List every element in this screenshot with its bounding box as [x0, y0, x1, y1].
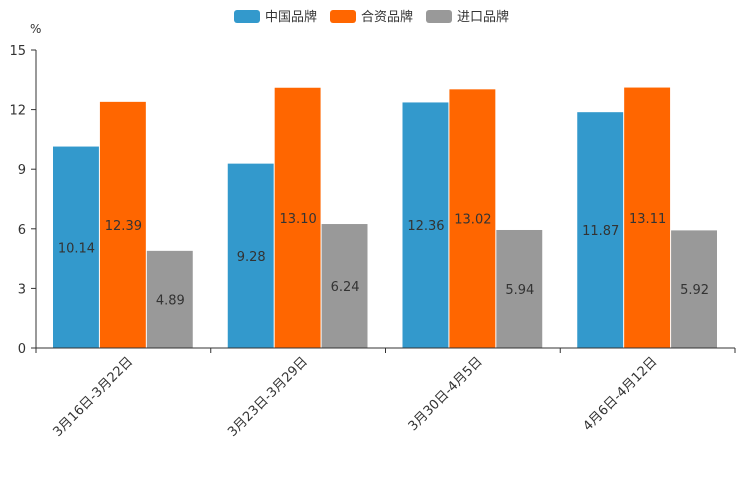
y-tick-label: 0: [18, 342, 26, 357]
y-tick-label: 15: [9, 44, 26, 59]
y-tick-label: 9: [18, 163, 26, 178]
bar-series-1-category-1: [274, 87, 321, 348]
y-tick-label: 12: [9, 104, 26, 119]
chart-legend: 中国品牌 合资品牌 进口品牌: [234, 9, 509, 25]
y-tick-label: 3: [18, 282, 26, 297]
x-axis: 3月16日-3月22日 3月23日-3月29日 3月30日-4月5日 4月6日-4月1…: [35, 347, 736, 440]
data-label: 5.92: [680, 283, 709, 298]
legend-label: 合资品牌: [361, 9, 413, 25]
data-label: 4.89: [156, 293, 185, 308]
data-label: 12.36: [407, 219, 444, 234]
data-label: 9.28: [237, 250, 266, 265]
bar-series-1-category-2: [449, 89, 496, 348]
x-tick-label: 3月30日-4月5日: [406, 354, 486, 434]
legend-item[interactable]: 中国品牌: [234, 9, 317, 25]
legend-swatch: [426, 10, 452, 23]
y-tick-label: 6: [18, 223, 26, 238]
legend-item[interactable]: 进口品牌: [426, 9, 509, 25]
data-label: 10.14: [58, 241, 95, 256]
data-label: 13.10: [280, 212, 317, 227]
data-label: 12.39: [105, 219, 142, 234]
bar-series-0-category-0: [53, 146, 99, 348]
bar-series-2-category-0: [146, 250, 193, 348]
x-tick-label: 3月16日-3月22日: [50, 354, 136, 440]
bar-series-group: [53, 87, 717, 349]
legend-label: 进口品牌: [457, 9, 509, 25]
legend-item[interactable]: 合资品牌: [330, 9, 413, 25]
y-axis: 0 3 6 9 12 15: [9, 44, 37, 357]
data-label: 6.24: [331, 280, 360, 295]
legend-label: 中国品牌: [265, 9, 317, 25]
legend-swatch: [234, 10, 260, 23]
bar-series-0-category-3: [577, 112, 624, 348]
bar-series-0-category-2: [402, 102, 449, 348]
y-axis-unit-label: %: [30, 22, 41, 36]
data-label: 11.87: [582, 224, 619, 239]
data-label: 5.94: [505, 283, 534, 298]
x-tick-label: 4月6日-4月12日: [581, 354, 661, 434]
bar-series-2-category-1: [321, 224, 368, 348]
data-label: 13.02: [454, 213, 491, 228]
bar-series-1-category-3: [624, 87, 671, 348]
legend-swatch: [330, 10, 356, 23]
bar-series-0-category-1: [227, 163, 274, 348]
x-tick-label: 3月23日-3月29日: [225, 354, 311, 440]
bar-series-2-category-3: [671, 230, 717, 348]
data-label: 13.11: [629, 212, 666, 227]
bar-series-2-category-2: [496, 229, 543, 348]
bar-series-1-category-0: [99, 101, 146, 349]
data-labels-group: 10.14 9.28 12.36 11.87 12.39 13.10 13.02 13.11 4…: [58, 212, 709, 309]
